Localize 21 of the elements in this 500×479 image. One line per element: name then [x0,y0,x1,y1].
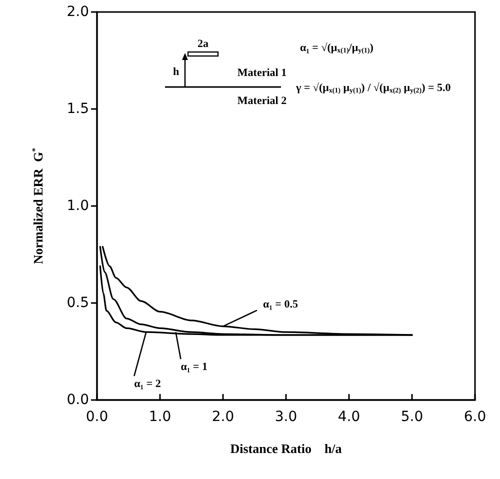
x-axis-title: Distance Ratio h/a [230,441,342,456]
annotation: 2a [198,38,209,50]
x-tick-label: 2.0 [212,409,234,425]
y-tick-label: 0.0 [66,392,89,408]
annotation: h [172,66,180,78]
annotation: α₁ = 2 [134,378,162,390]
annotation: Material 1 [237,67,287,79]
x-tick-label: 1.0 [148,409,172,425]
x-tick-label: 6.0 [464,409,486,425]
y-tick-label: 2.0 [66,4,89,20]
annotation: α₁ = 0.5 [263,298,298,310]
x-tick-label: 0.0 [86,409,108,425]
annotation: α₁ = 1 [180,361,208,374]
y-tick-label: 1.0 [66,198,89,214]
x-tick-label: 3.0 [274,409,298,425]
x-tick-label: 4.0 [338,409,360,425]
y-axis-title: Normalized ERR G* [30,148,46,264]
x-tick-label: 5.0 [400,409,424,425]
y-tick-label: 0.5 [66,295,89,311]
y-tick-label: 1.5 [66,101,89,117]
annotation: Material 2 [237,95,288,107]
